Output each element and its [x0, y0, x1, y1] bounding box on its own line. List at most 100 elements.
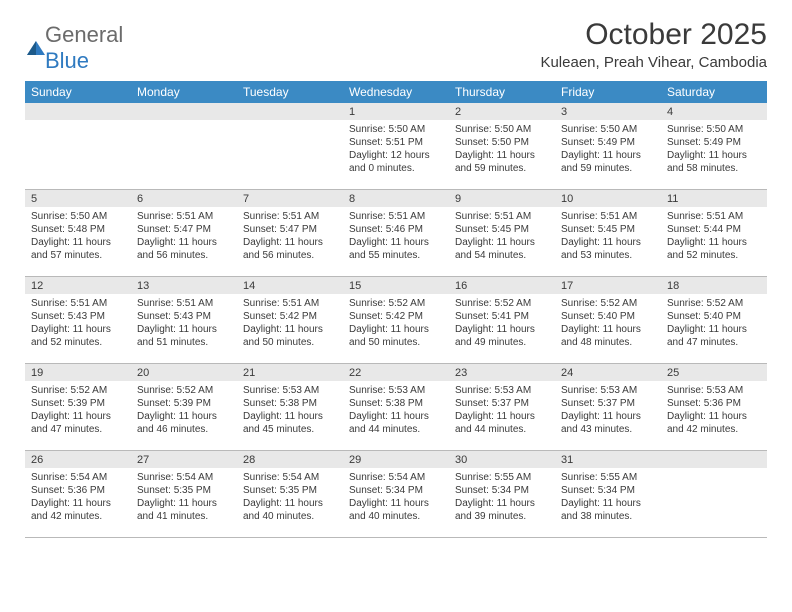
day-number: 2 [449, 106, 461, 118]
day-details: Sunrise: 5:51 AMSunset: 5:43 PMDaylight:… [131, 294, 237, 349]
calendar-cell: 15 Sunrise: 5:52 AMSunset: 5:42 PMDayligh… [343, 277, 449, 363]
calendar-cell: 1Sunrise: 5:50 AMSunset: 5:51 PMDaylight… [343, 103, 449, 189]
day-number: 8 [343, 193, 355, 205]
sunset: Sunset: 5:36 PM [31, 484, 126, 497]
sunrise: Sunrise: 5:51 AM [667, 210, 762, 223]
sunset: Sunset: 5:36 PM [667, 397, 762, 410]
daynum-row: 6 [131, 190, 237, 207]
day-of-week: Thursday [449, 81, 555, 103]
sunrise: Sunrise: 5:55 AM [561, 471, 656, 484]
daylight: Daylight: 11 hours and 55 minutes. [349, 236, 444, 262]
calendar-cell: 2 Sunrise: 5:50 AMSunset: 5:50 PMDaylight… [449, 103, 555, 189]
calendar-cell: 14Sunrise: 5:51 AMSunset: 5:42 PMDayligh… [237, 277, 343, 363]
daylight: Daylight: 11 hours and 44 minutes. [455, 410, 550, 436]
daylight: Daylight: 11 hours and 58 minutes. [667, 149, 762, 175]
calendar-cell: 8Sunrise: 5:51 AMSunset: 5:46 PMDaylight… [343, 190, 449, 276]
calendar-cell: 10 Sunrise: 5:51 AMSunset: 5:45 PMDayligh… [555, 190, 661, 276]
daylight: Daylight: 11 hours and 40 minutes. [349, 497, 444, 523]
sunrise: Sunrise: 5:52 AM [455, 297, 550, 310]
day-number: 1 [343, 106, 355, 118]
day-number: 14 [237, 280, 255, 292]
daylight: Daylight: 11 hours and 52 minutes. [31, 323, 126, 349]
day-details: Sunrise: 5:52 AMSunset: 5:42 PMDaylight:… [343, 294, 449, 349]
day-number: 11 [661, 193, 678, 205]
daylight: Daylight: 11 hours and 42 minutes. [31, 497, 126, 523]
daynum-row: 12 [25, 277, 131, 294]
sunset: Sunset: 5:48 PM [31, 223, 126, 236]
day-number: 18 [661, 280, 679, 292]
daynum-row: 30 [449, 451, 555, 468]
week-row: 26 Sunrise: 5:54 AMSunset: 5:36 PMDayligh… [25, 451, 767, 538]
sunrise: Sunrise: 5:52 AM [349, 297, 444, 310]
daynum-row: 4 [661, 103, 767, 120]
daynum-row: 18 [661, 277, 767, 294]
day-number: 25 [661, 367, 679, 379]
day-number: 9 [449, 193, 461, 205]
sunrise: Sunrise: 5:51 AM [243, 210, 338, 223]
day-number: 30 [449, 454, 467, 466]
calendar-cell: 31Sunrise: 5:55 AMSunset: 5:34 PMDayligh… [555, 451, 661, 537]
week-row: 5Sunrise: 5:50 AMSunset: 5:48 PMDaylight… [25, 190, 767, 277]
calendar-cell: 11Sunrise: 5:51 AMSunset: 5:44 PMDayligh… [661, 190, 767, 276]
logo: GeneralBlue [25, 22, 123, 74]
day-number: 10 [555, 193, 573, 205]
day-of-week: Monday [131, 81, 237, 103]
daylight: Daylight: 11 hours and 56 minutes. [137, 236, 232, 262]
day-details: Sunrise: 5:52 AMSunset: 5:39 PMDaylight:… [131, 381, 237, 436]
day-number: 5 [25, 193, 37, 205]
day-details: Sunrise: 5:51 AMSunset: 5:47 PMDaylight:… [131, 207, 237, 262]
sunset: Sunset: 5:39 PM [31, 397, 126, 410]
sunrise: Sunrise: 5:51 AM [561, 210, 656, 223]
calendar-cell: 9Sunrise: 5:51 AMSunset: 5:45 PMDaylight… [449, 190, 555, 276]
calendar-cell: 30 Sunrise: 5:55 AMSunset: 5:34 PMDayligh… [449, 451, 555, 537]
day-details: Sunrise: 5:54 AMSunset: 5:34 PMDaylight:… [343, 468, 449, 523]
sunset: Sunset: 5:45 PM [561, 223, 656, 236]
daynum-row [25, 103, 131, 120]
day-details: Sunrise: 5:53 AMSunset: 5:37 PMDaylight:… [449, 381, 555, 436]
day-details: Sunrise: 5:53 AMSunset: 5:37 PMDaylight:… [555, 381, 661, 436]
sunrise: Sunrise: 5:51 AM [137, 297, 232, 310]
day-number: 20 [131, 367, 149, 379]
day-details: Sunrise: 5:50 AMSunset: 5:50 PMDaylight:… [449, 120, 555, 175]
day-details: Sunrise: 5:53 AMSunset: 5:36 PMDaylight:… [661, 381, 767, 436]
daynum-row: 11 [661, 190, 767, 207]
daylight: Daylight: 11 hours and 40 minutes. [243, 497, 338, 523]
calendar-cell: 24Sunrise: 5:53 AMSunset: 5:37 PMDayligh… [555, 364, 661, 450]
day-number: 19 [25, 367, 43, 379]
day-details: Sunrise: 5:50 AMSunset: 5:49 PMDaylight:… [555, 120, 661, 175]
day-of-week: Friday [555, 81, 661, 103]
daylight: Daylight: 11 hours and 54 minutes. [455, 236, 550, 262]
day-details: Sunrise: 5:53 AMSunset: 5:38 PMDaylight:… [343, 381, 449, 436]
sunrise: Sunrise: 5:50 AM [31, 210, 126, 223]
day-details: Sunrise: 5:55 AMSunset: 5:34 PMDaylight:… [555, 468, 661, 523]
daynum-row: 23 [449, 364, 555, 381]
day-number: 29 [343, 454, 361, 466]
day-number: 15 [343, 280, 361, 292]
day-details: Sunrise: 5:54 AMSunset: 5:35 PMDaylight:… [237, 468, 343, 523]
calendar-cell: 4Sunrise: 5:50 AMSunset: 5:49 PMDaylight… [661, 103, 767, 189]
daynum-row: 10 [555, 190, 661, 207]
day-number: 26 [25, 454, 43, 466]
daynum-row [237, 103, 343, 120]
sunset: Sunset: 5:34 PM [349, 484, 444, 497]
logo-text-2: Blue [45, 48, 89, 73]
daylight: Daylight: 11 hours and 53 minutes. [561, 236, 656, 262]
calendar-cell: 21 Sunrise: 5:53 AMSunset: 5:38 PMDayligh… [237, 364, 343, 450]
day-details: Sunrise: 5:52 AMSunset: 5:39 PMDaylight:… [25, 381, 131, 436]
sunrise: Sunrise: 5:53 AM [561, 384, 656, 397]
day-details: Sunrise: 5:52 AMSunset: 5:41 PMDaylight:… [449, 294, 555, 349]
day-number: 21 [237, 367, 255, 379]
sunset: Sunset: 5:49 PM [667, 136, 762, 149]
weeks-container: 1Sunrise: 5:50 AMSunset: 5:51 PMDaylight… [25, 103, 767, 538]
daynum-row: 15 [343, 277, 449, 294]
day-number: 22 [343, 367, 361, 379]
daylight: Daylight: 11 hours and 47 minutes. [667, 323, 762, 349]
day-of-week: Saturday [661, 81, 767, 103]
day-details: Sunrise: 5:53 AMSunset: 5:38 PMDaylight:… [237, 381, 343, 436]
day-details: Sunrise: 5:54 AMSunset: 5:36 PMDaylight:… [25, 468, 131, 523]
daynum-row: 26 [25, 451, 131, 468]
daylight: Daylight: 11 hours and 57 minutes. [31, 236, 126, 262]
day-details: Sunrise: 5:55 AMSunset: 5:34 PMDaylight:… [449, 468, 555, 523]
sunset: Sunset: 5:34 PM [561, 484, 656, 497]
calendar-cell: 5 Sunrise: 5:50 AMSunset: 5:48 PMDaylight… [25, 190, 131, 276]
